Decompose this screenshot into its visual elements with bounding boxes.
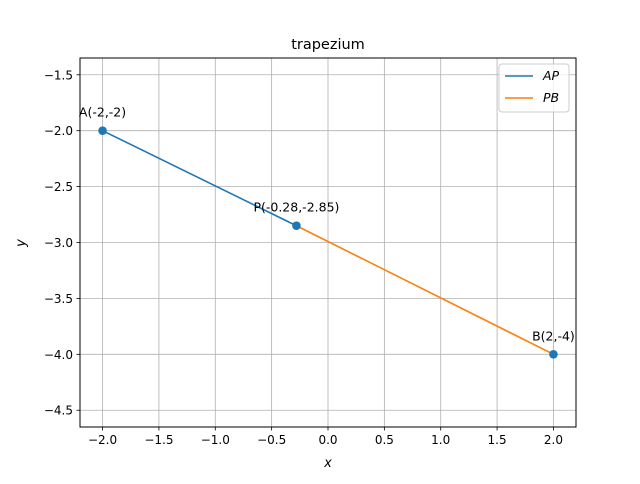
point-labels: A(-2,-2) P(-0.28,-2.85) B(2,-4)	[79, 105, 575, 344]
x-tick-label: −0.5	[257, 433, 286, 447]
point-marker	[549, 350, 558, 359]
y-tick-label: −3.0	[44, 236, 73, 250]
series-line-pb	[296, 225, 554, 356]
y-tick-label: −4.5	[44, 404, 73, 418]
x-tick-label: −1.5	[144, 433, 173, 447]
series-line-ap	[102, 129, 297, 227]
y-tick-label: −3.5	[44, 292, 73, 306]
y-tick-label: −4.0	[44, 348, 73, 362]
y-axis-label: y	[14, 239, 29, 248]
x-tick-label: 2.0	[544, 433, 563, 447]
point-marker	[98, 126, 107, 135]
point-label: A(-2,-2)	[79, 105, 126, 120]
series-lines	[102, 129, 554, 356]
x-axis-label: x	[323, 456, 332, 471]
legend-label-pb: PB	[543, 90, 559, 105]
x-tick-label: −2.0	[88, 433, 117, 447]
x-tick-label: −1.0	[201, 433, 230, 447]
x-tick-label: 1.0	[431, 433, 450, 447]
x-tick-label: 0.0	[318, 433, 337, 447]
x-tick-label: 0.5	[375, 433, 394, 447]
y-tick-label: −2.0	[44, 124, 73, 138]
grid-lines	[80, 58, 576, 427]
chart-title: trapezium	[291, 37, 365, 53]
y-tick-label: −2.5	[44, 180, 73, 194]
x-tick-label: 1.5	[488, 433, 507, 447]
legend: AP PB	[498, 63, 570, 113]
point-label: P(-0.28,-2.85)	[253, 200, 339, 215]
x-axis-ticks: −2.0 −1.5 −1.0 −0.5 0.0 0.5 1.0 1.5 2.0	[88, 427, 563, 447]
point-label: B(2,-4)	[532, 328, 575, 343]
point-markers	[98, 126, 558, 359]
y-tick-label: −1.5	[44, 68, 73, 82]
point-marker	[292, 221, 301, 231]
y-axis-ticks: −4.5 −4.0 −3.5 −3.0 −2.5 −2.0 −1.5	[44, 68, 80, 418]
legend-label-ap: AP	[542, 68, 560, 83]
